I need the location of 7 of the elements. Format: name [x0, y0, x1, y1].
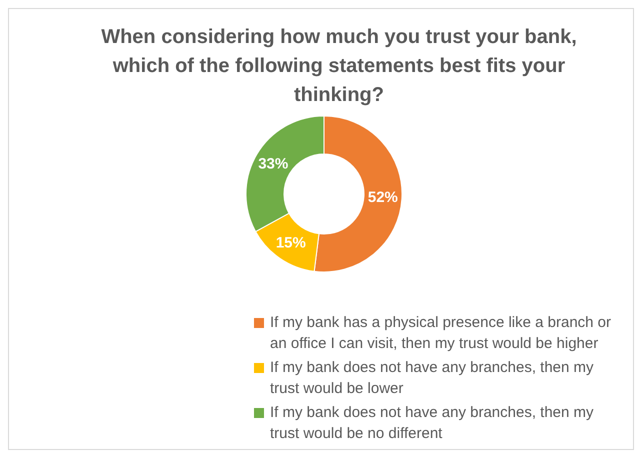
chart-title: When considering how much you trust your bank, which of the following statements best fits your thinking?: [100, 25, 578, 108]
data-label: 52%: [368, 189, 398, 206]
legend-label: If my bank has a physical presence like a branch or an office I can visit, then my trust would be higher: [270, 313, 612, 354]
data-label: 33%: [258, 155, 288, 172]
data-label: 15%: [276, 234, 306, 252]
legend-label: If my bank does not have any branches, then my trust would be lower: [270, 358, 595, 399]
legend-label: If my bank does not have any branches, then my trust would be no different: [270, 403, 595, 444]
